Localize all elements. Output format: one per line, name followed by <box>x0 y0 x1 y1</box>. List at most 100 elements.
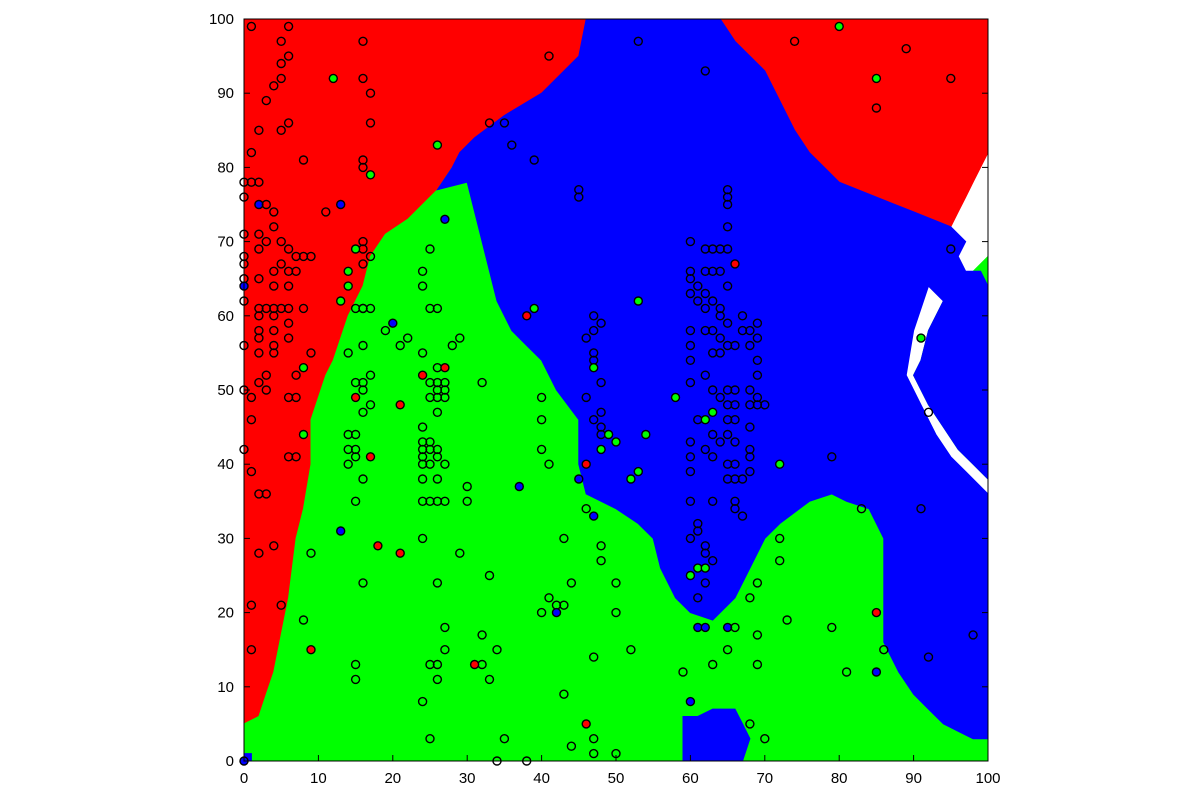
data-point-unlabeled <box>365 88 376 98</box>
data-point-unlabeled <box>432 674 443 685</box>
data-point-green <box>603 429 614 440</box>
data-point-unlabeled <box>440 459 450 469</box>
data-point-unlabeled <box>700 370 710 380</box>
data-point-unlabeled <box>737 511 748 521</box>
data-point-blue <box>440 214 450 225</box>
data-point-unlabeled <box>536 444 547 455</box>
data-point-unlabeled <box>596 407 606 417</box>
data-point-red <box>395 548 405 558</box>
data-point-unlabeled <box>730 415 740 425</box>
data-point-unlabeled <box>685 437 696 447</box>
x-tick-label: 30 <box>459 770 476 787</box>
data-point-red <box>581 459 591 469</box>
data-point-unlabeled <box>484 570 495 581</box>
data-point-red <box>871 607 882 618</box>
data-point-unlabeled <box>559 533 569 544</box>
data-point-unlabeled <box>708 385 718 395</box>
data-point-unlabeled <box>365 118 376 128</box>
data-point-unlabeled <box>581 333 591 343</box>
data-point-red <box>522 311 532 321</box>
data-point-unlabeled <box>306 548 316 558</box>
data-point-unlabeled <box>722 645 733 655</box>
data-point-unlabeled <box>544 459 554 469</box>
data-point-blue <box>946 244 956 254</box>
data-point-unlabeled <box>536 607 547 618</box>
data-point-unlabeled <box>432 407 443 417</box>
data-point-unlabeled <box>633 36 643 46</box>
data-point-unlabeled <box>358 340 368 351</box>
data-point-unlabeled <box>298 155 309 165</box>
data-point-unlabeled <box>261 385 271 395</box>
data-point-blue <box>693 622 703 633</box>
data-point-unlabeled <box>254 548 264 558</box>
data-point-unlabeled <box>261 489 271 499</box>
data-point-unlabeled <box>722 318 733 328</box>
data-point-blue <box>685 696 696 707</box>
data-point-unlabeled <box>499 118 510 128</box>
data-point-unlabeled <box>685 496 696 506</box>
data-point-unlabeled <box>254 311 264 321</box>
data-point-unlabeled <box>246 415 257 425</box>
data-point-green <box>633 296 643 306</box>
data-point-unlabeled <box>283 452 294 462</box>
data-point-unlabeled <box>968 630 978 640</box>
data-point-red <box>469 659 480 670</box>
data-point-unlabeled <box>685 288 696 299</box>
data-point-unlabeled <box>626 645 636 655</box>
data-point-unlabeled <box>417 533 428 544</box>
data-point-unlabeled <box>730 340 740 351</box>
data-point-green <box>589 363 599 373</box>
data-point-red <box>350 392 361 403</box>
data-point-unlabeled <box>246 21 257 32</box>
data-point-unlabeled <box>477 630 487 640</box>
data-point-unlabeled <box>380 325 391 336</box>
data-point-unlabeled <box>350 452 361 462</box>
data-point-unlabeled <box>946 73 956 84</box>
data-point-unlabeled <box>269 81 279 91</box>
data-point-unlabeled <box>291 392 301 403</box>
data-point-unlabeled <box>477 377 487 388</box>
data-point-unlabeled <box>708 452 718 462</box>
data-point-unlabeled <box>246 600 257 610</box>
data-point-unlabeled <box>752 630 763 640</box>
data-point-unlabeled <box>425 734 435 744</box>
data-point-unlabeled <box>440 645 450 655</box>
data-point-unlabeled <box>700 66 710 76</box>
data-point-unlabeled <box>559 689 569 699</box>
data-point-green <box>700 415 710 425</box>
data-point-unlabeled <box>730 385 740 395</box>
data-point-unlabeled <box>283 333 294 343</box>
data-point-unlabeled <box>923 652 934 662</box>
data-point-unlabeled <box>596 318 606 328</box>
data-point-unlabeled <box>276 73 286 84</box>
data-point-unlabeled <box>611 578 621 588</box>
data-point-unlabeled <box>283 51 294 61</box>
data-point-unlabeled <box>752 318 763 328</box>
data-point-unlabeled <box>685 377 696 388</box>
y-tick-label: 10 <box>217 679 234 696</box>
data-point-unlabeled <box>432 578 443 588</box>
data-point-unlabeled <box>276 259 286 269</box>
data-point-unlabeled <box>343 444 353 455</box>
data-point-unlabeled <box>417 348 428 358</box>
data-point-unlabeled <box>246 392 257 403</box>
region-blue-5 <box>682 708 751 762</box>
data-point-unlabeled <box>544 51 554 61</box>
data-point-green <box>365 170 376 180</box>
data-point-unlabeled <box>283 244 294 254</box>
data-point-unlabeled <box>708 496 718 506</box>
data-point-green <box>775 533 785 544</box>
data-point-green <box>708 407 718 417</box>
data-point-green <box>685 570 696 581</box>
data-point-blue <box>551 607 562 618</box>
data-point-red <box>373 541 383 551</box>
data-point-unlabeled <box>789 36 800 46</box>
data-point-unlabeled <box>358 578 368 588</box>
data-point-unlabeled <box>321 207 331 217</box>
data-point-unlabeled <box>685 466 696 477</box>
data-point-unlabeled <box>574 192 584 202</box>
data-point-unlabeled <box>596 377 606 388</box>
data-point-unlabeled <box>440 392 450 403</box>
y-tick-label: 80 <box>217 159 234 176</box>
data-point-unlabeled <box>254 333 264 343</box>
